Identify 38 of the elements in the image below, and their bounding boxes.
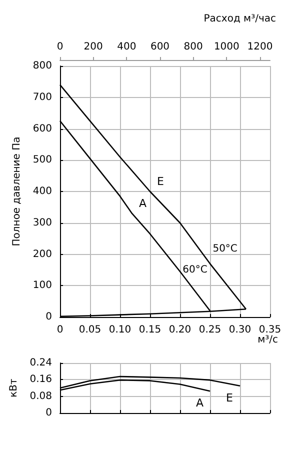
y-tick-label: 500 [32, 154, 52, 166]
y-tick-label: 0.24 [30, 358, 52, 368]
y-tick-label: 800 [32, 60, 52, 72]
x-tick-label: 0.20 [168, 324, 192, 336]
x2-tick-label: 200 [84, 42, 103, 52]
x2-tick-label: 0 [56, 42, 64, 52]
series-label: A [196, 396, 204, 410]
y-tick-label: 200 [32, 248, 52, 260]
y-tick-label: 600 [32, 123, 52, 134]
y-tick-label: 0.16 [30, 374, 52, 386]
x2-axis-title: Расход м³/час [204, 14, 276, 24]
x2-tick-label: 400 [117, 42, 136, 52]
y-tick-label: 0 [46, 408, 52, 418]
y-axis-title: кВт [8, 378, 20, 398]
annotation: 50°C [212, 244, 238, 255]
x2-tick-label: 1200 [247, 42, 273, 52]
x-tick-label: 0.30 [228, 324, 252, 336]
x-tick-label: 0.10 [108, 324, 132, 336]
y-axis-title: Полное давление Па [12, 136, 23, 246]
x-tick-label: 0.05 [78, 324, 102, 336]
x2-tick-label: 800 [184, 42, 203, 52]
x-tick-label: 0.25 [198, 324, 222, 336]
x2-tick-label: 600 [150, 42, 170, 52]
x-axis-title: м³/с [258, 334, 278, 346]
series-label: A [139, 196, 147, 210]
x-tick-label: 0.15 [138, 324, 162, 336]
x-tick-label: 0 [56, 324, 64, 336]
x-tick-label: 0.35 [258, 324, 282, 336]
y-tick-label: 0.08 [30, 390, 52, 402]
y-tick-label: 0 [46, 312, 52, 322]
y-tick-label: 300 [32, 217, 52, 228]
series-label: E [226, 391, 233, 404]
annotation: 60°C [182, 264, 208, 276]
y-tick-label: 700 [32, 92, 52, 103]
y-tick-label: 400 [32, 186, 52, 197]
series-label: E [157, 175, 164, 188]
y-tick-label: 100 [32, 280, 52, 292]
x2-tick-label: 1000 [214, 42, 240, 52]
